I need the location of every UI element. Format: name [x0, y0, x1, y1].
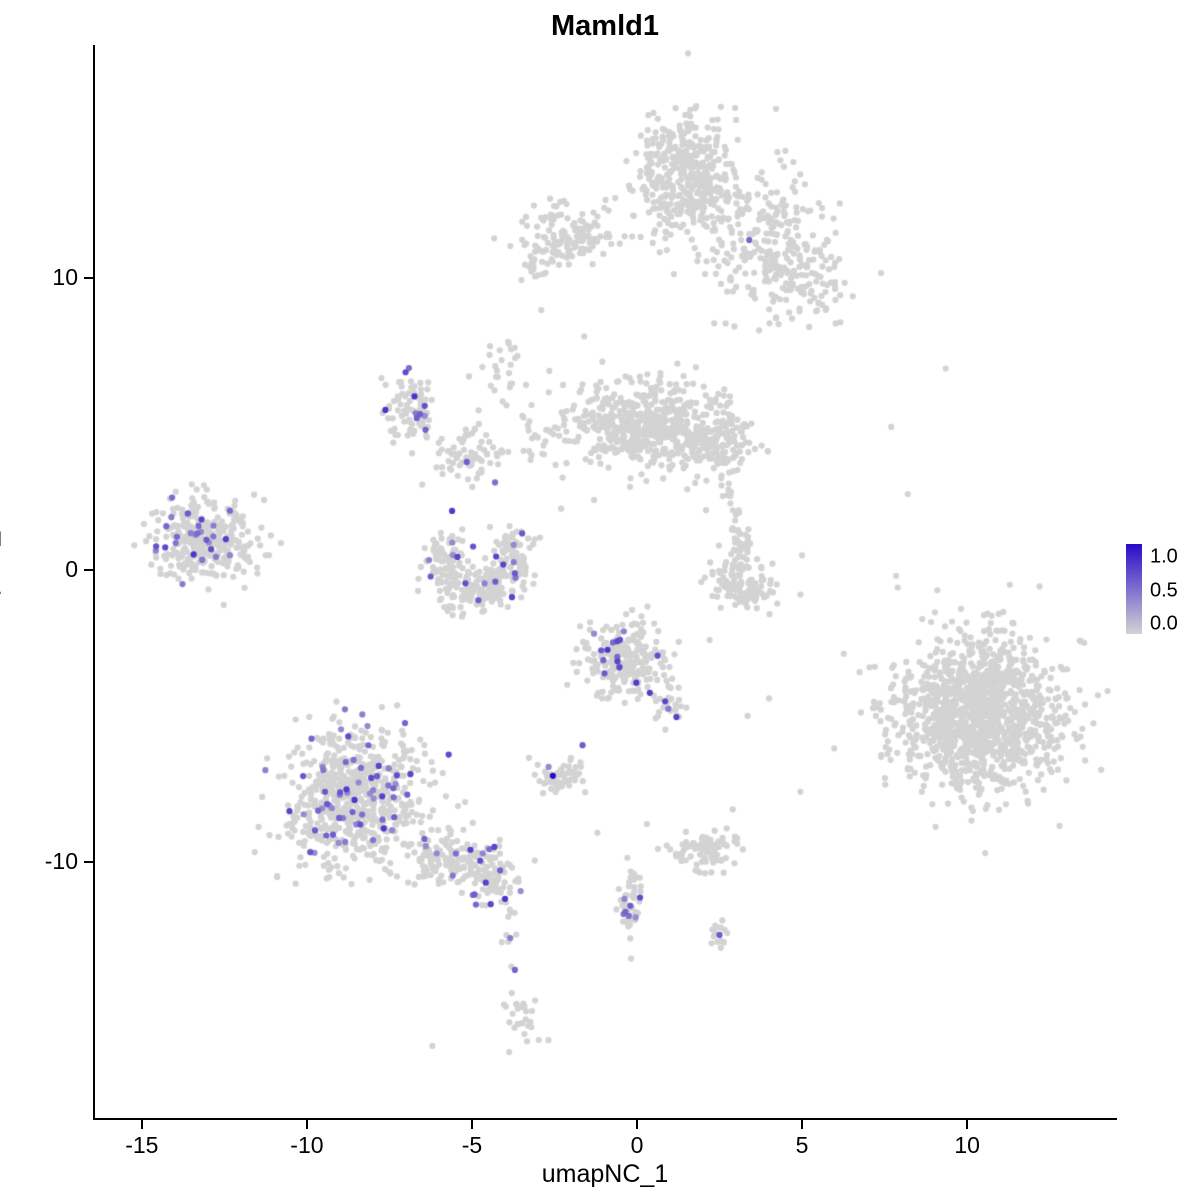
x-tick-mark [305, 1120, 308, 1129]
legend-label-low: 0.0 [1150, 612, 1178, 635]
color-legend: 1.0 0.5 0.0 [1126, 544, 1196, 640]
y-axis-title: umapNC_2 [0, 481, 3, 681]
y-tick-mark [84, 568, 93, 571]
x-tick-label: -5 [461, 1132, 483, 1158]
x-tick-label: 10 [954, 1132, 980, 1158]
x-tick-label: 5 [795, 1132, 809, 1158]
x-tick-label: -10 [290, 1132, 324, 1158]
x-axis-title: umapNC_1 [541, 1160, 669, 1188]
x-tick-mark [470, 1120, 473, 1129]
scatter-plot-area [95, 45, 1115, 1118]
x-tick-mark [140, 1120, 143, 1129]
legend-label-high: 1.0 [1150, 545, 1178, 568]
y-axis-line [93, 45, 95, 1120]
x-axis-line [93, 1118, 1117, 1120]
x-tick-mark [801, 1120, 804, 1129]
y-tick-mark [84, 276, 93, 279]
x-tick-label: 0 [630, 1132, 644, 1158]
x-tick-mark [636, 1120, 639, 1129]
y-tick-label: -10 [44, 847, 78, 874]
plot-title: Mamld1 [551, 10, 659, 42]
x-tick-mark [966, 1120, 969, 1129]
y-tick-mark [84, 860, 93, 863]
y-tick-label: 0 [65, 555, 78, 582]
legend-label-mid: 0.5 [1150, 579, 1178, 602]
legend-gradient-bar [1126, 544, 1142, 634]
x-tick-label: -15 [125, 1132, 159, 1158]
y-tick-label: 10 [52, 263, 78, 290]
